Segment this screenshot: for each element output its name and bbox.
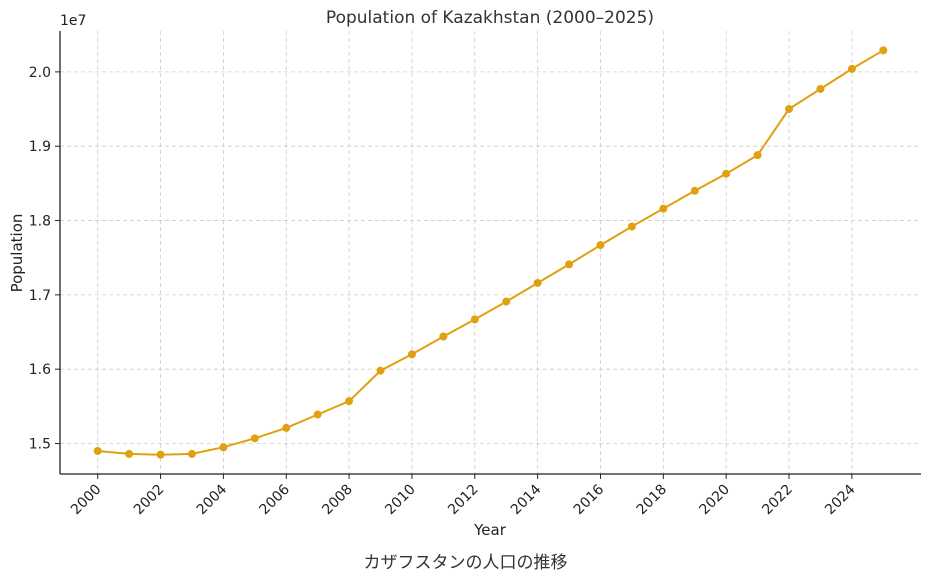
- y-ticks: 1.5 1.6 1.7 1.8 1.9 2.0: [29, 65, 60, 453]
- data-point: [816, 84, 825, 93]
- y-offset-label: 1e7: [60, 13, 86, 29]
- chart-caption: カザフスタンの人口の推移: [363, 553, 568, 573]
- data-point: [345, 397, 354, 406]
- series-line: [97, 49, 884, 456]
- data-point: [659, 204, 668, 213]
- x-tick-label: 2002: [131, 482, 168, 519]
- data-point: [470, 315, 479, 324]
- data-point: [565, 260, 574, 269]
- data-point: [722, 169, 731, 178]
- series-population: [93, 46, 888, 459]
- y-tick-label: 1.6: [29, 362, 51, 378]
- data-point: [690, 186, 699, 195]
- x-tick-label: 2008: [319, 482, 356, 519]
- x-tick-label: 2016: [571, 481, 608, 518]
- x-tick-label: 2022: [759, 482, 796, 519]
- axes: [59, 31, 921, 475]
- x-tick-label: 2006: [257, 481, 294, 518]
- data-point: [407, 350, 416, 359]
- x-axis-label: Year: [473, 521, 507, 539]
- y-tick-label: 1.8: [29, 214, 51, 230]
- y-tick-label: 1.5: [29, 437, 51, 453]
- x-tick-label: 2010: [382, 482, 419, 519]
- data-point: [785, 105, 794, 114]
- data-point: [187, 449, 196, 458]
- y-tick-label: 2.0: [29, 65, 51, 81]
- data-point: [282, 423, 291, 432]
- data-point: [439, 332, 448, 341]
- y-axis-label: Population: [8, 214, 26, 293]
- x-tick-label: 2020: [696, 482, 733, 519]
- data-point: [847, 64, 856, 73]
- data-point: [93, 446, 102, 455]
- x-ticks: 2000 2002 2004 2006 2008 2010 2012 2014 2016 2018…: [68, 474, 859, 518]
- x-tick-label: 2024: [822, 481, 859, 518]
- grid-lines: [60, 31, 921, 474]
- data-point: [125, 449, 134, 458]
- x-tick-label: 2012: [445, 482, 482, 519]
- data-point: [533, 278, 542, 287]
- data-point: [313, 410, 322, 419]
- x-tick-label: 2014: [508, 481, 545, 518]
- data-point: [879, 46, 888, 55]
- data-point: [502, 297, 511, 306]
- y-tick-label: 1.7: [29, 288, 51, 304]
- y-tick-label: 1.9: [29, 139, 51, 155]
- x-tick-label: 2004: [194, 481, 231, 518]
- data-point: [627, 222, 636, 231]
- data-point: [156, 450, 165, 459]
- x-tick-label: 2000: [68, 482, 105, 519]
- data-point: [753, 151, 762, 160]
- data-point: [219, 443, 228, 452]
- chart-title: Population of Kazakhstan (2000–2025): [326, 8, 654, 28]
- x-tick-label: 2018: [634, 482, 671, 519]
- data-point: [250, 434, 259, 443]
- data-point: [596, 241, 605, 250]
- data-point: [376, 366, 385, 375]
